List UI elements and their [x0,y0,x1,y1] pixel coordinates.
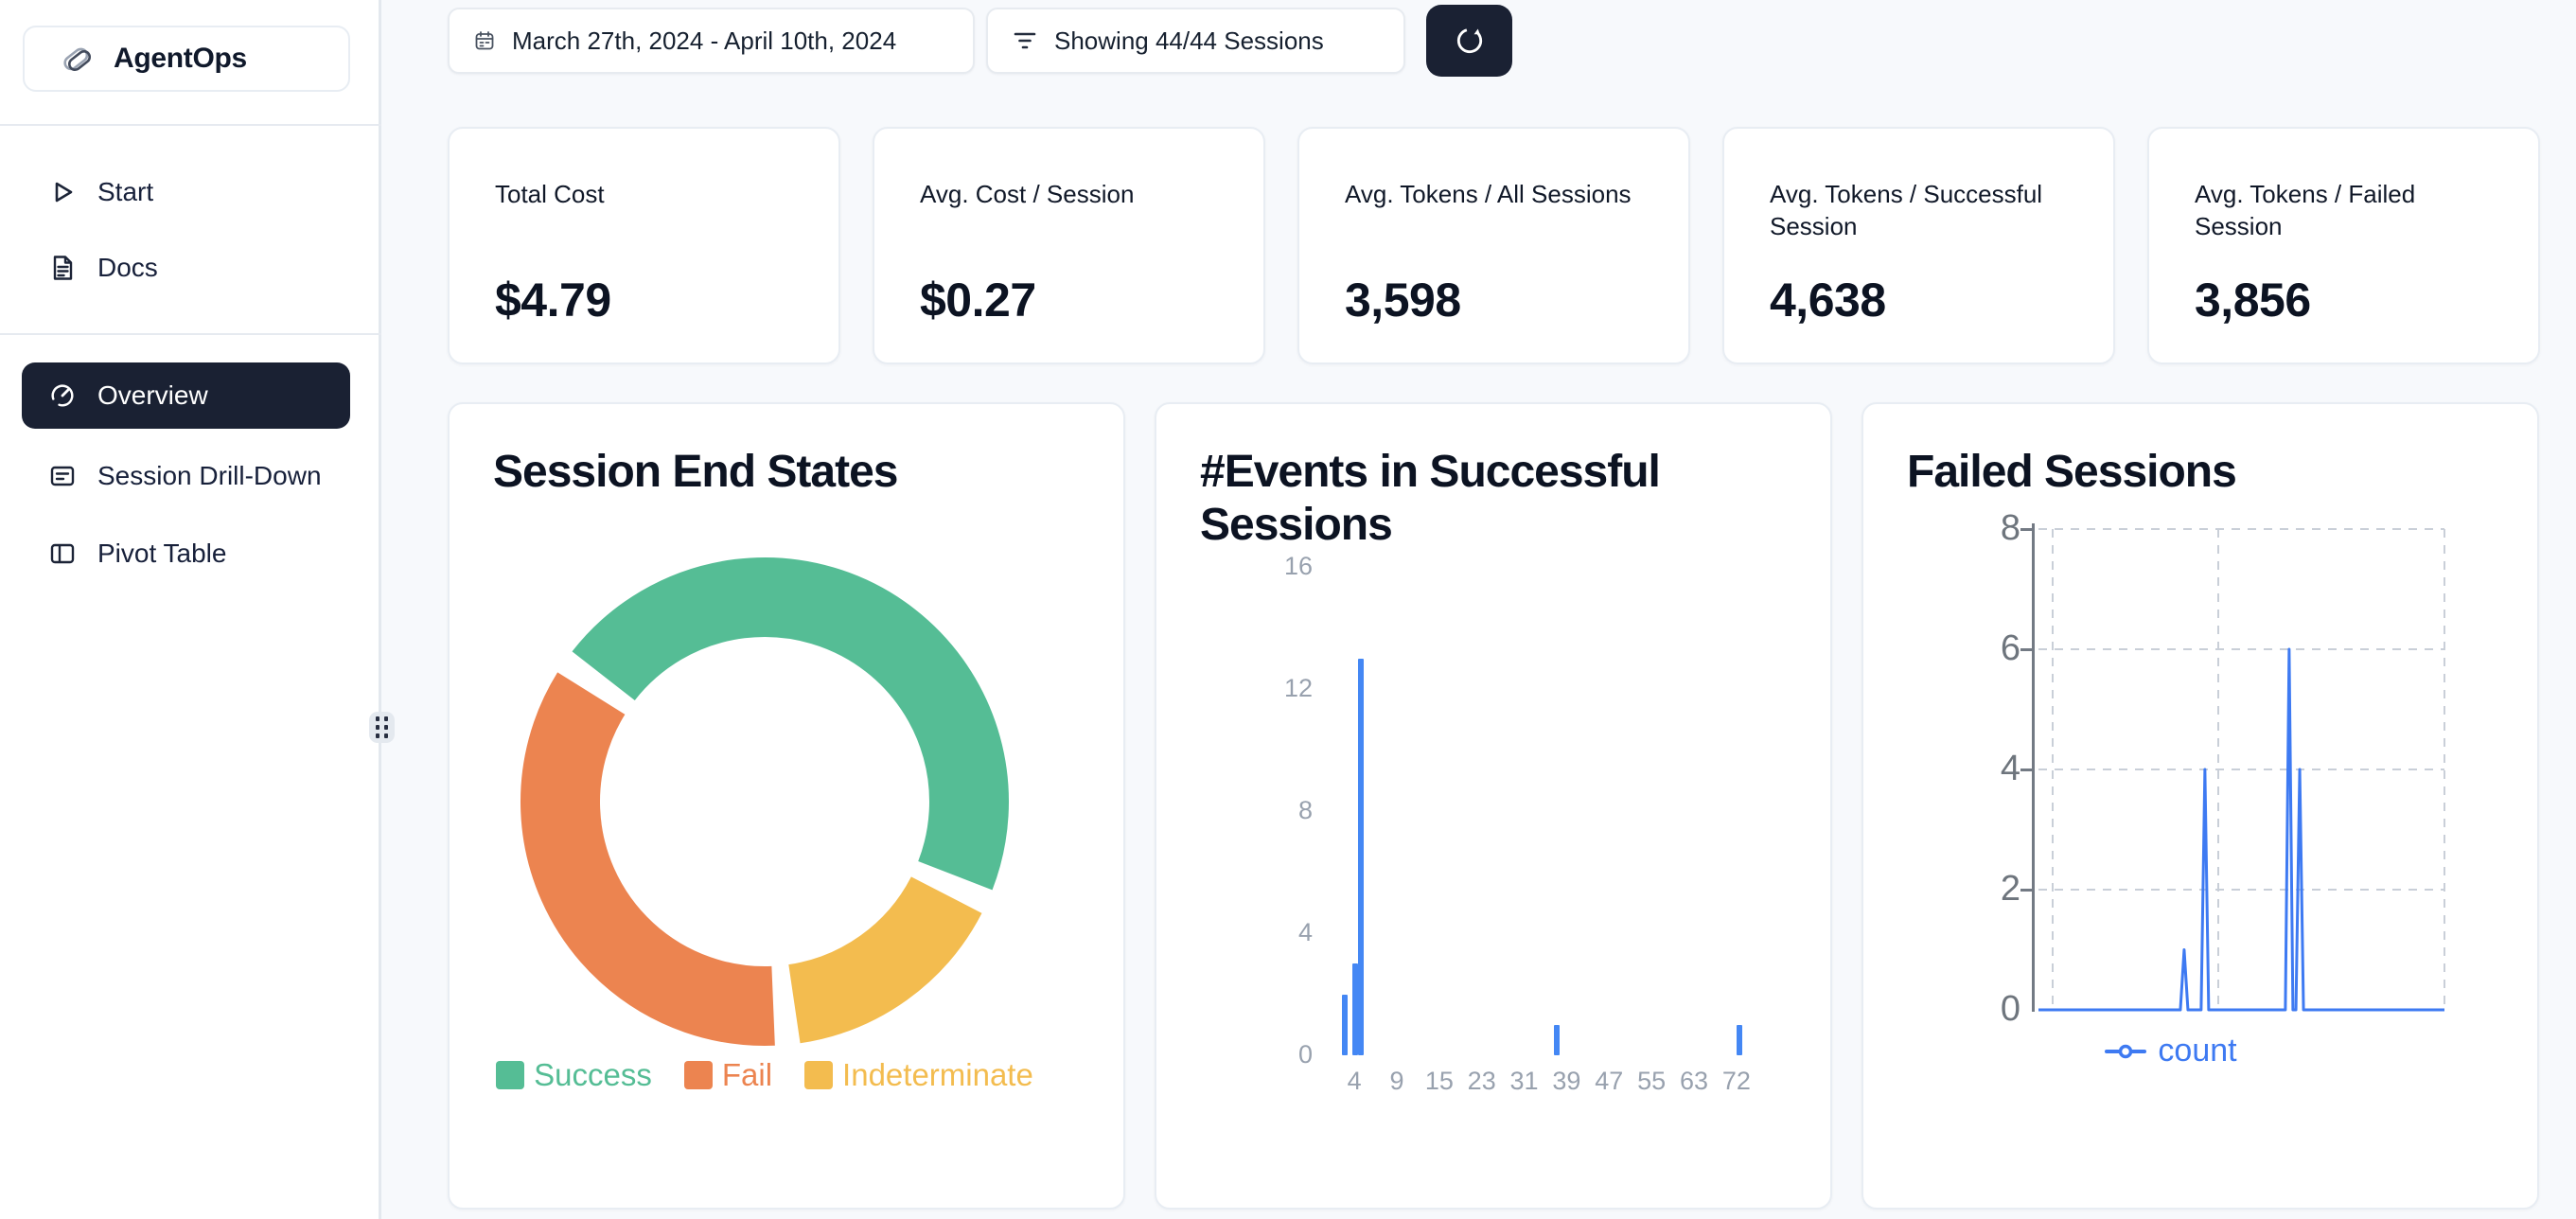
play-icon [48,178,77,206]
count-legend: count [1967,1033,2374,1069]
bar [1357,658,1364,1055]
bar [1351,963,1358,1055]
stat-value: 4,638 [1770,274,1886,327]
sidebar-item-session-drill-down[interactable]: Session Drill-Down [22,446,350,506]
y-tick-label: 2 [2000,869,2020,909]
y-tick-label: 4 [1297,918,1313,946]
legend-swatch-icon [683,1061,713,1089]
stat-card-avg-tokens-failed: Avg. Tokens / Failed Session 3,856 [2147,127,2540,364]
line-chart-axis [2032,523,2035,1012]
x-tick-label: 15 [1424,1067,1454,1095]
stat-value: $4.79 [495,274,611,327]
legend-swatch-icon [496,1061,525,1089]
stat-label: Total Cost [495,180,605,208]
paperclip-logo-icon [57,39,97,79]
x-tick-label: 55 [1637,1067,1667,1095]
date-range-label: March 27th, 2024 - April 10th, 2024 [512,26,897,55]
sessions-filter-button[interactable]: Showing 44/44 Sessions [986,8,1405,74]
sidebar-item-label: Session Drill-Down [97,461,322,490]
y-tick-label: 0 [2000,989,2020,1029]
sidebar-item-pivot-table[interactable]: Pivot Table [22,523,350,584]
y-tick-label: 8 [2000,508,2020,548]
stat-label: Avg. Tokens / Successful Session [1770,180,2043,240]
sidebar-divider [0,124,381,126]
bar [1341,994,1348,1055]
legend-item-success: Success [496,1057,652,1093]
y-tick-mark [2020,768,2033,771]
sidebar-item-docs[interactable]: Docs [22,238,350,298]
chart-title: #Events in Successful Sessions [1200,447,1661,550]
x-tick-label: 39 [1552,1067,1581,1095]
stat-value: $0.27 [920,274,1036,327]
stat-card-avg-tokens-all: Avg. Tokens / All Sessions 3,598 [1297,127,1690,364]
y-tick-label: 0 [1297,1040,1313,1069]
sidebar-item-overview[interactable]: Overview [22,362,350,429]
x-tick-label: 72 [1721,1067,1751,1095]
x-tick-label: 63 [1679,1067,1709,1095]
y-tick-label: 8 [1297,796,1313,824]
stat-label: Avg. Cost / Session [920,180,1135,208]
stat-card-avg-cost: Avg. Cost / Session $0.27 [873,127,1265,364]
y-tick-label: 16 [1283,552,1313,580]
bar [1554,1024,1561,1055]
y-tick-mark [2020,889,2033,892]
x-tick-label: 31 [1509,1067,1539,1095]
x-tick-label: 23 [1467,1067,1496,1095]
x-tick-label: 9 [1389,1067,1404,1095]
refresh-icon [1454,25,1486,57]
sessions-filter-label: Showing 44/44 Sessions [1054,26,1324,55]
docs-icon [48,254,77,282]
stat-value: 3,598 [1345,274,1461,327]
line-chart-plot [2038,528,2445,1012]
refresh-button[interactable] [1426,5,1512,77]
bar-chart-plot [1327,567,1772,1055]
y-tick-mark [2020,528,2033,531]
chart-title: Session End States [493,447,898,497]
bar [1736,1024,1742,1055]
legend-item-fail: Fail [683,1057,772,1093]
sidebar: AgentOps Start Docs [0,0,381,1219]
stat-card-avg-tokens-successful: Avg. Tokens / Successful Session 4,638 [1722,127,2115,364]
y-tick-label: 12 [1283,674,1313,702]
sidebar-divider [0,333,381,335]
sidebar-item-start[interactable]: Start [22,162,350,222]
sidebar-resize-handle[interactable] [369,712,395,743]
y-tick-label: 6 [2000,628,2020,668]
filter-icon [1013,29,1037,52]
date-range-picker[interactable]: March 27th, 2024 - April 10th, 2024 [448,8,975,74]
donut-chart [520,557,1009,1046]
sidebar-item-label: Docs [97,253,158,282]
events-histogram-card: #Events in Successful Sessions 0 4 8 12 16 4… [1155,402,1832,1210]
y-tick-mark [2020,648,2033,651]
list-icon [48,462,77,490]
app-title: AgentOps [114,43,247,74]
count-legend-marker-icon [2105,1044,2147,1059]
stat-label: Avg. Tokens / All Sessions [1345,180,1632,208]
x-tick-label: 4 [1347,1067,1362,1095]
gauge-icon [48,381,77,410]
donut-legend: Success Fail Indeterminate [450,1057,1080,1093]
sidebar-item-label: Pivot Table [97,539,227,568]
y-tick-label: 4 [2000,749,2020,788]
stat-value: 3,856 [2195,274,2311,327]
stat-card-total-cost: Total Cost $4.79 [448,127,840,364]
session-end-states-card: Session End States Success Fail Indetermin… [448,402,1125,1210]
app-logo[interactable]: AgentOps [23,26,350,92]
sidebar-item-label: Start [97,177,154,206]
legend-swatch-icon [804,1061,834,1089]
stat-label: Avg. Tokens / Failed Session [2195,180,2416,240]
failed-sessions-card: Failed Sessions 0 2 4 6 8 count [1861,402,2539,1210]
legend-item-indeterminate: Indeterminate [804,1057,1033,1093]
sidebar-item-label: Overview [97,380,208,410]
pivot-icon [48,539,77,568]
chart-title: Failed Sessions [1907,447,2237,497]
calendar-icon [474,30,495,51]
count-legend-label: count [2158,1033,2237,1069]
x-tick-label: 47 [1595,1067,1624,1095]
